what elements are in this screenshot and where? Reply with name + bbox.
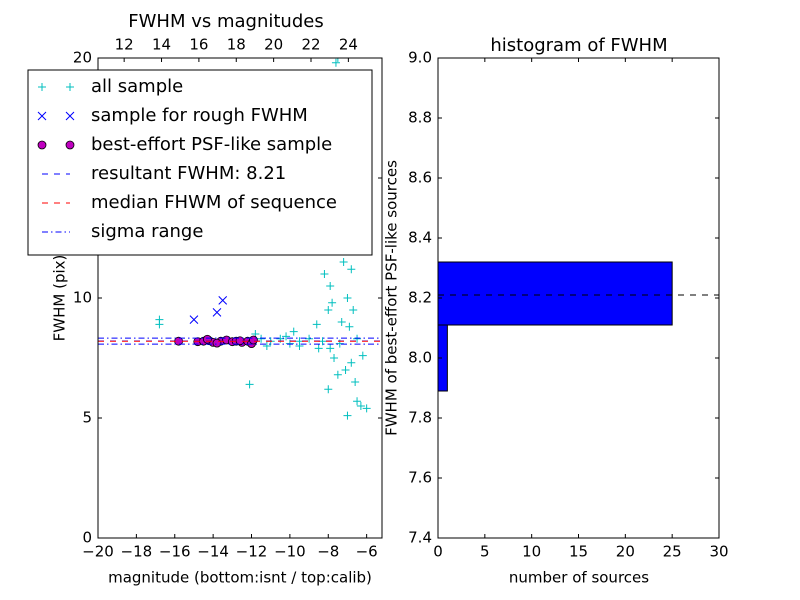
x-tick-label: 20 [616, 543, 635, 561]
plus-marker [324, 306, 333, 314]
y-tick-label: 8.4 [408, 229, 432, 247]
plus-marker [326, 344, 335, 353]
plus-marker [333, 58, 342, 62]
right-x-label: number of sources [509, 569, 649, 587]
x-tick-label: 5 [480, 543, 490, 561]
plus-marker [347, 358, 356, 367]
plus-marker [337, 318, 346, 326]
x-tick-label: 25 [663, 543, 682, 561]
x-tick-label: −20 [82, 543, 114, 561]
legend-label: median FHWM of sequence [91, 192, 337, 213]
bar [437, 261, 673, 326]
plus-marker [351, 378, 360, 386]
x2-tick-label: 16 [189, 36, 208, 54]
y-tick-label: 8.2 [408, 289, 432, 307]
legend-label: resultant FWHM: 8.21 [91, 163, 286, 184]
legend-label: best-effort PSF-like sample [91, 134, 332, 155]
plus-marker [330, 354, 339, 362]
plus-marker [324, 385, 333, 394]
x2-tick-label: 22 [301, 36, 320, 54]
plus-marker [362, 404, 371, 413]
plus-marker [331, 58, 340, 67]
plus-marker [358, 351, 367, 360]
plus-marker [328, 298, 337, 307]
x-marker [212, 308, 222, 317]
plus-marker [333, 370, 342, 379]
plus-marker [282, 332, 291, 341]
plus-marker [353, 397, 362, 406]
x-tick-label: −6 [356, 543, 378, 561]
x-marker [37, 111, 47, 121]
plus-marker [343, 411, 352, 420]
plus-marker [341, 366, 350, 374]
circle-marker [249, 335, 258, 345]
right-title: histogram of FWHM [490, 35, 667, 56]
circle-marker [65, 140, 75, 150]
x-tick-label: 30 [709, 543, 728, 561]
plot-area [98, 58, 382, 420]
x2-tick-label: 18 [227, 36, 246, 54]
plus-marker [343, 294, 352, 302]
left-y-label: FWHM (pix) [51, 255, 69, 342]
x2-tick-label: 24 [339, 36, 358, 54]
circle-marker [37, 140, 47, 150]
left-title: FWHM vs magnitudes [128, 11, 323, 32]
y-tick-label: 8.6 [408, 169, 432, 187]
x-tick-label: 10 [522, 543, 541, 561]
plus-marker [38, 83, 46, 91]
plus-marker [349, 306, 358, 314]
x-marker [189, 315, 199, 324]
y-tick-label: 10 [73, 289, 92, 307]
y-tick-label: 5 [82, 409, 92, 427]
plus-marker [289, 327, 298, 336]
y-tick-label: 8.0 [408, 349, 432, 367]
circle-marker [212, 338, 222, 348]
plus-marker [347, 265, 356, 274]
plus-marker [295, 342, 304, 350]
x-marker [65, 111, 75, 121]
plus-marker [312, 320, 321, 329]
plus-marker [345, 322, 354, 331]
x-tick-label: −12 [236, 543, 268, 561]
x2-tick-label: 12 [115, 36, 134, 54]
x2-tick-label: 14 [152, 36, 171, 54]
plus-marker [320, 270, 329, 278]
y-tick-label: 9.0 [408, 49, 432, 67]
plus-marker [245, 380, 254, 389]
x-tick-label: −16 [159, 543, 191, 561]
legend-label: sigma range [91, 221, 203, 242]
plus-marker [257, 334, 266, 343]
x-tick-label: 15 [569, 543, 588, 561]
plus-marker [314, 344, 323, 353]
left-x-label: magnitude (bottom:isnt / top:calib) [108, 569, 372, 587]
x-tick-label: −14 [197, 543, 229, 561]
x-marker [218, 296, 228, 305]
plus-marker [305, 334, 314, 343]
y-tick-label: 0 [82, 529, 92, 547]
legend-label: all sample [91, 76, 183, 97]
x-tick-label: −8 [317, 543, 339, 561]
plus-marker [353, 334, 362, 343]
plus-marker [155, 320, 164, 329]
legend: all sample sample for rough FWHM best-effo… [27, 69, 373, 256]
plus-marker [66, 83, 74, 91]
y-tick-label: 7.4 [408, 529, 432, 547]
plus-marker [326, 282, 335, 290]
plus-marker [339, 258, 348, 266]
x-tick-label: −18 [121, 543, 153, 561]
y-tick-label: 8.8 [408, 109, 432, 127]
y-tick-label: 20 [73, 49, 92, 67]
circle-marker [202, 334, 212, 344]
y-tick-label: 7.8 [408, 409, 432, 427]
plus-marker [356, 402, 365, 410]
legend-label: sample for rough FWHM [91, 105, 308, 126]
right-y-label: FWHM of best-effort PSF-like sources [383, 160, 401, 436]
x-tick-label: 0 [433, 543, 443, 561]
legend-box [27, 69, 373, 256]
plus-marker [262, 342, 271, 350]
x-tick-label: −10 [274, 543, 306, 561]
y-tick-label: 7.6 [408, 469, 432, 487]
x2-tick-label: 20 [264, 36, 283, 54]
